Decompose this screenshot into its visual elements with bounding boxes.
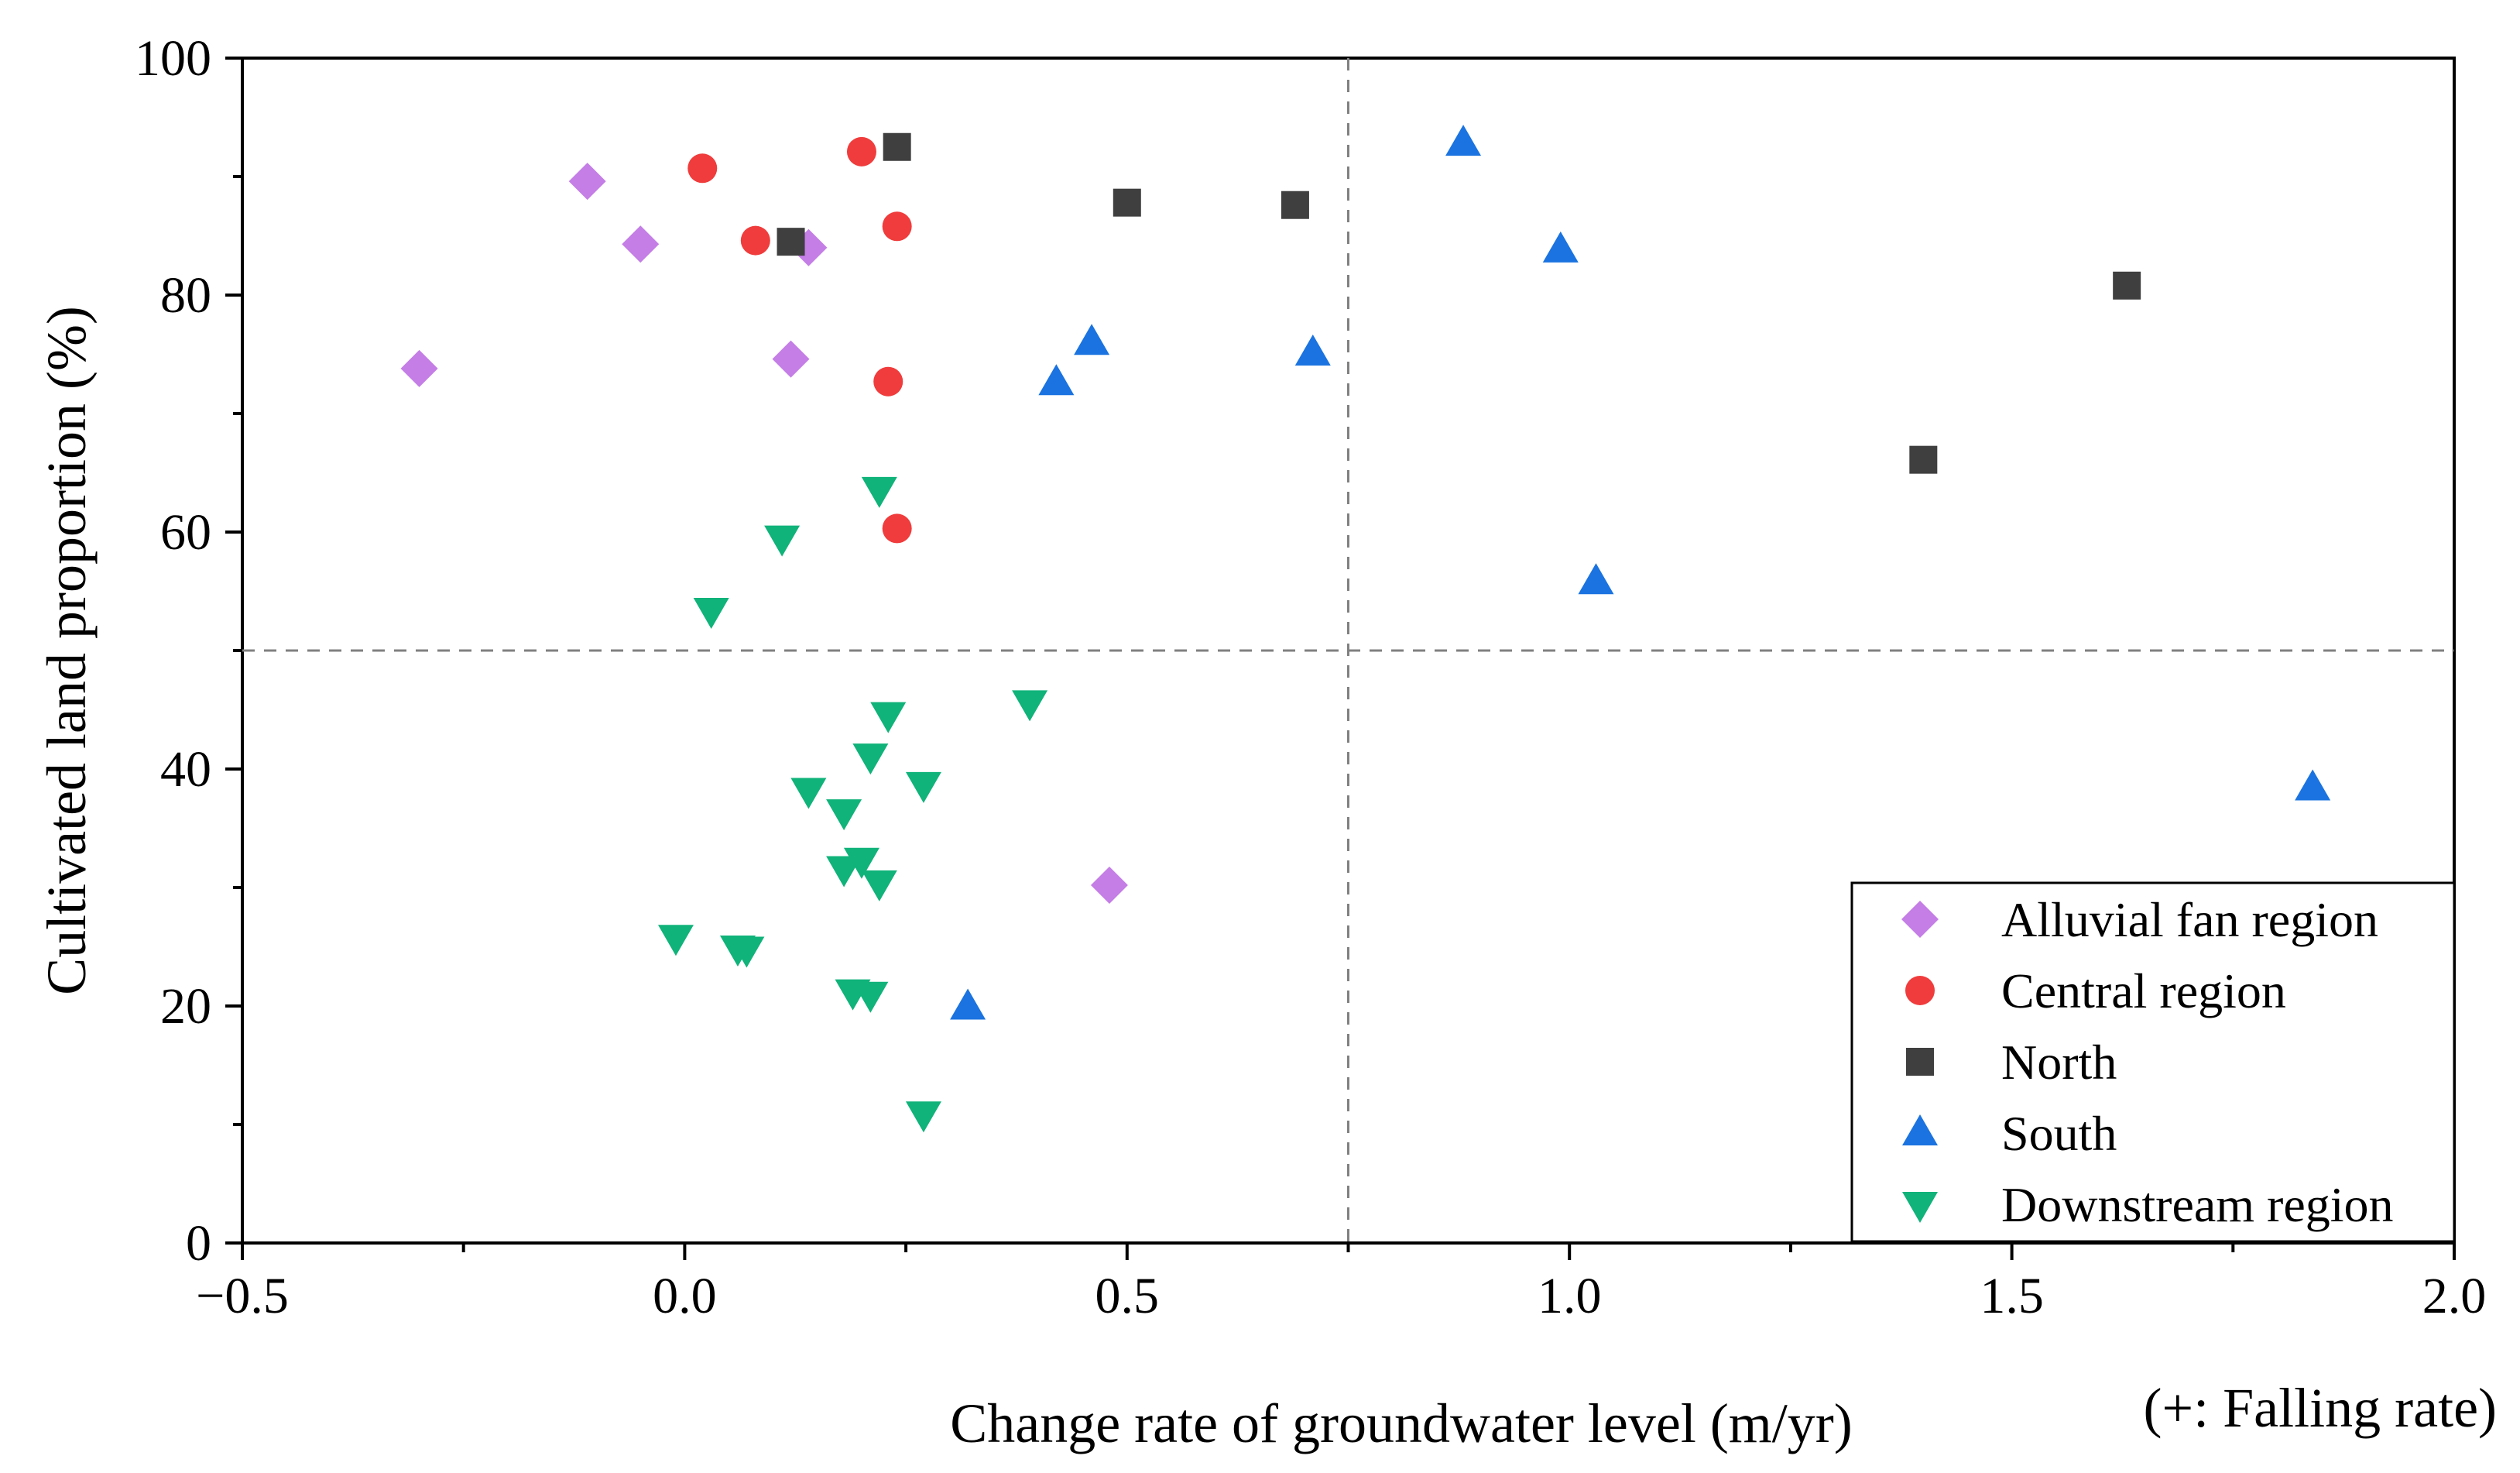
x-tick-label: 1.5 (1980, 1268, 2044, 1324)
point-south (1038, 364, 1075, 396)
point-downstream-region (852, 743, 889, 775)
point-central-region (882, 513, 912, 544)
point-north (2113, 271, 2141, 300)
x-axis-title: Change rate of groundwater level (m/yr) (950, 1392, 1853, 1454)
legend-label-downstream-region: Downstream region (2001, 1177, 2394, 1232)
point-central-region (740, 225, 770, 256)
data-points (400, 125, 2331, 1133)
point-south (950, 988, 986, 1020)
axis-tick-labels: −0.5 0.0 0.5 1.0 1.5 2.0 0 20 40 60 80 100 (135, 30, 2486, 1324)
point-downstream-region (905, 1101, 941, 1133)
point-downstream-region (826, 799, 862, 831)
point-downstream-region (790, 778, 827, 809)
legend-marker-central-region (1905, 976, 1935, 1005)
point-downstream-region (870, 702, 907, 733)
point-central-region (882, 211, 912, 242)
point-downstream-region (693, 597, 729, 629)
point-alluvial-fan-region (400, 349, 438, 387)
point-south (2295, 769, 2331, 801)
legend: Alluvial fan region Central region North So… (1850, 881, 2456, 1243)
point-central-region (873, 366, 903, 397)
y-tick-label: 40 (160, 741, 211, 798)
point-alluvial-fan-region (790, 228, 828, 266)
x-axis-note: (+: Falling rate) (2144, 1377, 2497, 1439)
point-north (777, 228, 805, 256)
point-alluvial-fan-region (772, 340, 810, 378)
legend-label-north: North (2001, 1035, 2117, 1090)
y-tick-label: 0 (186, 1215, 211, 1272)
point-downstream-region (826, 856, 862, 888)
point-downstream-region (843, 847, 879, 879)
point-downstream-region (861, 870, 897, 901)
legend-box (1850, 881, 2456, 1243)
point-north (1909, 445, 1938, 474)
point-alluvial-fan-region (568, 163, 606, 201)
point-downstream-region (764, 525, 801, 557)
point-alluvial-fan-region (622, 225, 660, 263)
legend-marker-alluvial-fan-region (1901, 901, 1939, 938)
point-north (1281, 191, 1309, 219)
legend-label-south: South (2001, 1106, 2117, 1161)
point-central-region (687, 153, 718, 184)
legend-marker-north (1906, 1048, 1934, 1076)
point-downstream-region (905, 771, 941, 803)
point-south (1445, 125, 1482, 156)
x-tick-label: 2.0 (2422, 1268, 2487, 1324)
legend-marker-south (1902, 1114, 1938, 1145)
point-downstream-region (1012, 690, 1048, 722)
y-tick-label: 100 (135, 30, 211, 87)
point-alluvial-fan-region (1090, 866, 1128, 904)
x-tick-label: 0.5 (1095, 1268, 1160, 1324)
point-south (1294, 334, 1331, 366)
axis-ticks (225, 57, 2456, 1260)
point-south (1074, 324, 1110, 355)
point-south (1578, 563, 1614, 595)
point-downstream-region (861, 476, 897, 508)
x-tick-label: 0.0 (653, 1268, 717, 1324)
point-central-region (846, 136, 876, 167)
x-tick-label: 1.0 (1538, 1268, 1602, 1324)
y-tick-label: 60 (160, 504, 211, 561)
point-north (883, 132, 911, 161)
y-tick-label: 80 (160, 267, 211, 324)
legend-items: Alluvial fan region Central region North So… (1901, 892, 2394, 1232)
x-tick-label: −0.5 (196, 1268, 289, 1324)
legend-marker-downstream-region (1902, 1192, 1938, 1223)
point-north (1113, 188, 1141, 217)
legend-label-central-region: Central region (2001, 963, 2286, 1018)
point-south (1542, 231, 1579, 263)
legend-label-alluvial-fan-region: Alluvial fan region (2001, 892, 2378, 947)
y-tick-label: 20 (160, 978, 211, 1035)
point-downstream-region (657, 925, 694, 956)
point-downstream-region (729, 936, 765, 968)
y-axis-title: Cultivated land proportion (%) (36, 306, 98, 995)
point-downstream-region (852, 981, 889, 1013)
